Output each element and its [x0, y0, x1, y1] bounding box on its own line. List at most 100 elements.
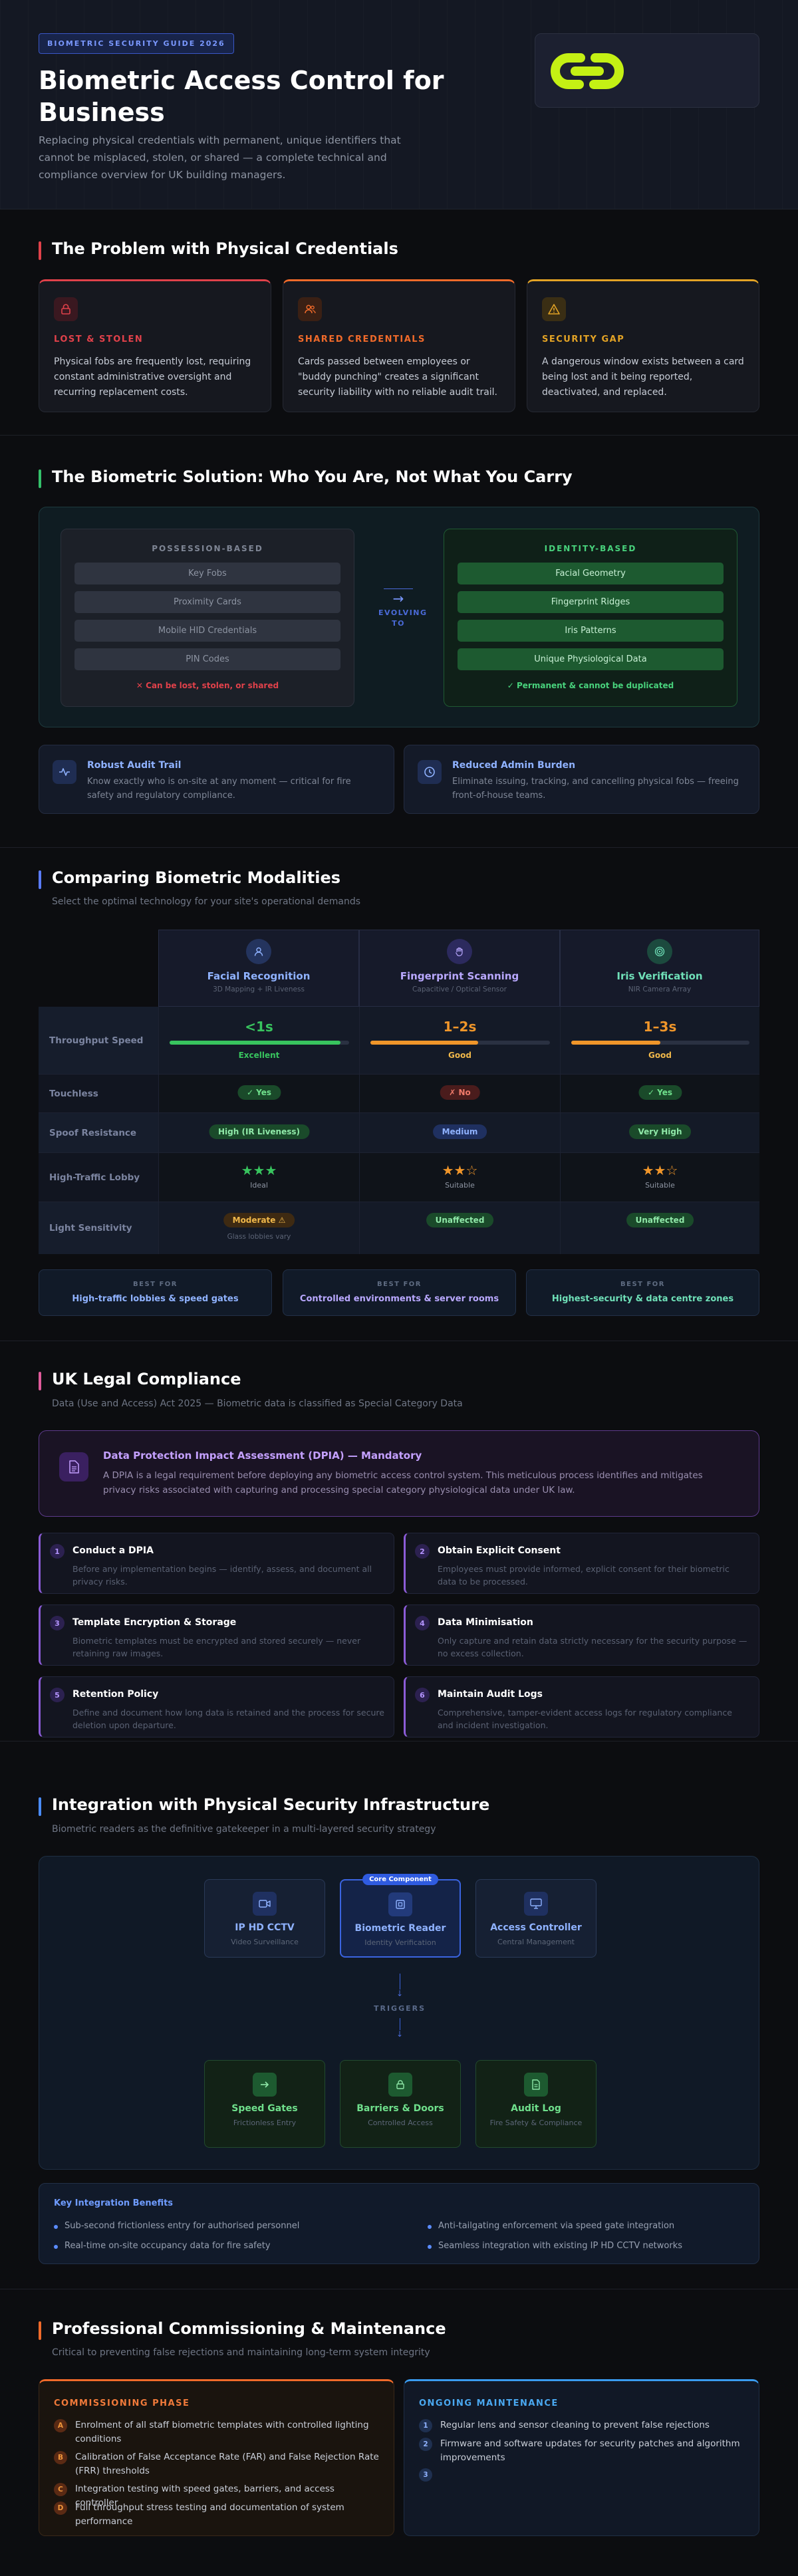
target-icon	[647, 939, 672, 964]
legal-section	[0, 1341, 798, 1741]
maintenance-card: ONGOING MAINTENANCE 1 Regular lens and se…	[404, 2379, 759, 2536]
node-sub: Frictionless Entry	[233, 2119, 297, 2127]
feature-card-audit: Robust Audit Trail Know exactly who is o…	[39, 745, 394, 814]
light-badge: Unaffected	[426, 1213, 494, 1227]
integration-section	[0, 1741, 798, 2289]
identity-heading: IDENTITY-BASED	[544, 544, 637, 553]
step-text: Only capture and retain data strictly ne…	[438, 1636, 747, 1658]
throughput-track	[370, 1041, 550, 1045]
step-text: Before any implementation begins — ident…	[72, 1564, 372, 1587]
light-badge: Unaffected	[626, 1213, 694, 1227]
throughput-value: <1s	[245, 1019, 273, 1035]
throughput-track	[571, 1041, 749, 1045]
phase-letter: D	[54, 2502, 67, 2515]
column-sub: 3D Mapping + IR Liveness	[213, 985, 305, 993]
row-label: High-Traffic Lobby	[39, 1153, 158, 1202]
traffic-note: Ideal	[250, 1181, 268, 1190]
user-icon	[246, 939, 271, 964]
feature-card-admin: Reduced Admin Burden Eliminate issuing, …	[404, 745, 759, 814]
row-label: Spoof Resistance	[39, 1113, 158, 1152]
compare-subtitle: Select the optimal technology for your s…	[52, 896, 361, 907]
possession-item: Proximity Cards	[74, 591, 340, 613]
possession-item: PIN Codes	[74, 648, 340, 670]
dpia-text: A DPIA is a legal requirement before dep…	[103, 1470, 703, 1495]
node-sub: Central Management	[497, 1938, 575, 1946]
traffic-note: Suitable	[445, 1181, 475, 1190]
identity-note: ✓ Permanent & cannot be duplicated	[507, 681, 674, 690]
problem-card-label: SECURITY GAP	[542, 334, 625, 344]
step-title: Obtain Explicit Consent	[438, 1545, 561, 1556]
compare-title: Comparing Biometric Modalities	[39, 868, 340, 889]
activity-icon	[53, 760, 76, 784]
arrow-right-icon: →	[392, 590, 404, 606]
feature-title: Robust Audit Trail	[87, 760, 182, 771]
column-sub: NIR Camera Array	[628, 985, 692, 993]
best-for-card: BEST FOR High-traffic lobbies & speed ga…	[39, 1269, 272, 1316]
phase-letter: C	[54, 2483, 67, 2496]
comparison-table: Facial Recognition 3D Mapping + IR Liven…	[39, 930, 759, 1254]
throughput-rating: Excellent	[238, 1051, 280, 1060]
step-number: 2	[415, 1544, 430, 1559]
possession-heading: POSSESSION-BASED	[152, 544, 263, 553]
column-fingerprint: Fingerprint Scanning Capacitive / Optica…	[359, 930, 560, 1007]
throughput-track	[170, 1041, 349, 1045]
solution-panel: POSSESSION-BASED Key Fobs Proximity Card…	[39, 507, 759, 727]
light-note: Glass lobbies vary	[227, 1233, 291, 1241]
integration-title: Integration with Physical Security Infra…	[39, 1795, 489, 1816]
row-traffic: High-Traffic Lobby ★★★ Ideal ★★☆ Suitabl…	[39, 1153, 759, 1202]
node-sub: Fire Safety & Compliance	[489, 2119, 583, 2127]
problem-title: The Problem with Physical Credentials	[39, 239, 398, 260]
throughput-fill	[170, 1041, 340, 1045]
column-name: Iris Verification	[616, 970, 703, 982]
step-text: Define and document how long data is ret…	[72, 1708, 384, 1730]
phase-item: A Enrolment of all staff biometric templa…	[54, 2418, 380, 2446]
node-title: Biometric Reader	[354, 1923, 446, 1934]
compliance-step: 2 Obtain Explicit Consent Employees must p…	[404, 1533, 759, 1594]
hero-logo-card	[535, 33, 759, 108]
document-icon	[59, 1452, 88, 1481]
integration-subtitle: Biometric readers as the definitive gate…	[52, 1824, 436, 1835]
lock-icon	[54, 297, 78, 321]
column-name: Fingerprint Scanning	[400, 970, 519, 982]
maintenance-number: 1	[419, 2419, 432, 2432]
node-sub: Identity Verification	[364, 1938, 436, 1947]
users-icon	[298, 297, 322, 321]
problem-card-text: A dangerous window exists between a card…	[542, 356, 744, 398]
node-sub: Video Surveillance	[231, 1938, 299, 1946]
monitor-icon	[524, 1892, 548, 1916]
possession-note: ✕ Can be lost, stolen, or shared	[136, 681, 279, 690]
solution-section	[0, 436, 798, 848]
identity-column: IDENTITY-BASED Facial Geometry Fingerpri…	[444, 529, 737, 707]
arrow-right-icon	[253, 2073, 277, 2097]
identity-item: Fingerprint Ridges	[458, 591, 724, 613]
spoof-badge: Very High	[628, 1124, 692, 1139]
throughput-value: 1–2s	[443, 1019, 477, 1035]
maintenance-item: 1 Regular lens and sensor cleaning to pre…	[419, 2418, 745, 2432]
best-for-label: BEST FOR	[620, 1281, 665, 1288]
step-number: 4	[415, 1616, 430, 1630]
compliance-step: 6 Maintain Audit Logs Comprehensive, tampe…	[404, 1676, 759, 1738]
best-for-card: BEST FOR Highest-security & data centre …	[526, 1269, 759, 1316]
node-sub: Controlled Access	[368, 2119, 433, 2127]
problem-card-lost: LOST & STOLEN Physical fobs are frequent…	[39, 279, 271, 412]
step-number: 6	[415, 1688, 430, 1702]
feature-text: Eliminate issuing, tracking, and cancell…	[452, 777, 739, 801]
commissioning-title: Professional Commissioning & Maintenance	[39, 2319, 446, 2340]
step-number: 5	[50, 1688, 65, 1702]
step-title: Maintain Audit Logs	[438, 1689, 543, 1700]
throughput-fill	[370, 1041, 478, 1045]
benefit-item: Seamless integration with existing IP HD…	[428, 2241, 682, 2251]
integration-benefits: Key Integration Benefits Sub-second fric…	[39, 2183, 759, 2264]
step-text: Comprehensive, tamper-evident access log…	[438, 1708, 732, 1730]
possession-item: Mobile HID Credentials	[74, 620, 340, 642]
problem-card-text: Cards passed between employees or "buddy…	[298, 356, 498, 398]
node-audit-log: Audit Log Fire Safety & Compliance	[475, 2060, 597, 2148]
cell-throughput: 1–3s Good	[560, 1007, 759, 1074]
traffic-note: Suitable	[645, 1181, 675, 1190]
node-access-controller: Access Controller Central Management	[475, 1879, 597, 1958]
clock-icon	[418, 760, 442, 784]
problem-card-text: Physical fobs are frequently lost, requi…	[54, 356, 251, 398]
row-label: Throughput Speed	[39, 1007, 158, 1074]
node-cctv: IP HD CCTV Video Surveillance	[204, 1879, 325, 1958]
problem-card-label: LOST & STOLEN	[54, 334, 144, 344]
